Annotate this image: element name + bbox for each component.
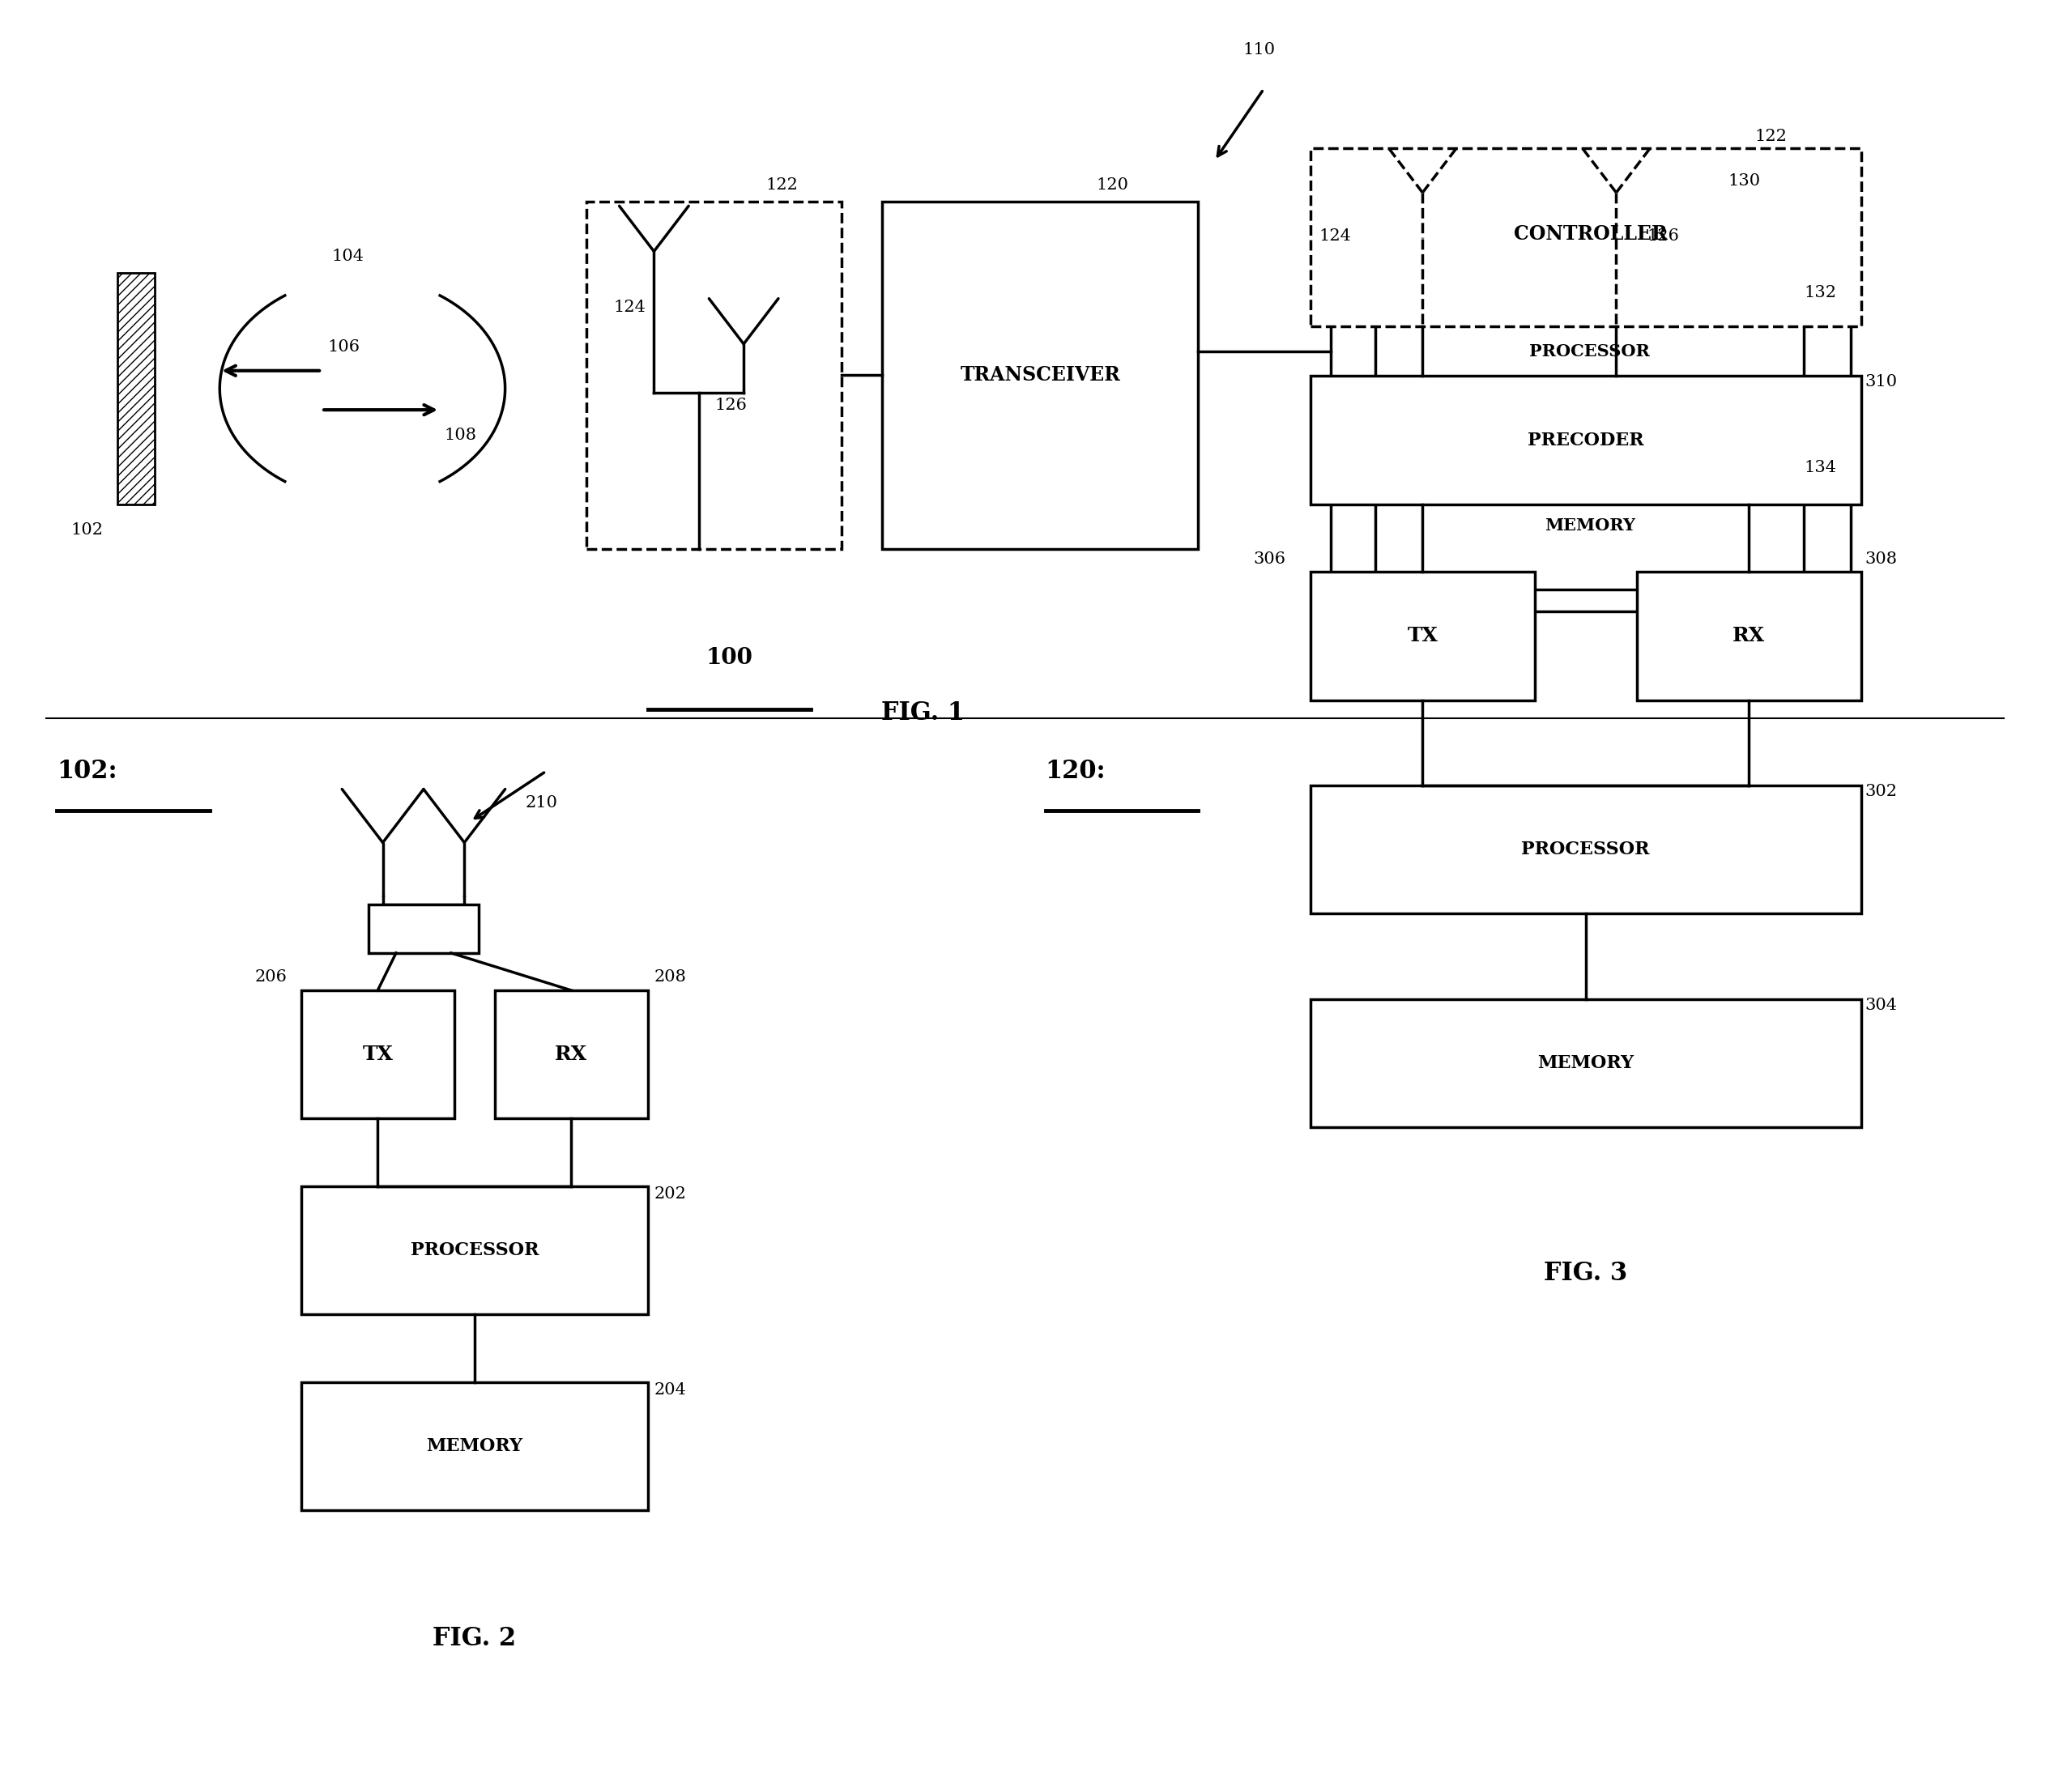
Text: PROCESSOR: PROCESSOR	[1529, 342, 1650, 358]
Text: 304: 304	[1866, 998, 1898, 1012]
Text: 306: 306	[1253, 552, 1285, 566]
Text: TRANSCEIVER: TRANSCEIVER	[959, 366, 1121, 385]
Text: 120:: 120:	[1046, 758, 1105, 783]
Bar	[1310, 1000, 1861, 1127]
Bar	[301, 1382, 648, 1511]
Text: 130: 130	[1728, 174, 1761, 188]
Bar	[494, 991, 648, 1118]
Text: RX: RX	[556, 1045, 588, 1064]
Text: 110: 110	[1242, 43, 1275, 57]
Bar	[1310, 785, 1861, 914]
Bar	[1310, 572, 1535, 701]
Text: MEMORY: MEMORY	[426, 1437, 523, 1455]
Bar	[301, 1186, 648, 1315]
Text: MEMORY: MEMORY	[1544, 518, 1636, 534]
Bar	[1330, 192, 1851, 611]
Text: 124: 124	[613, 299, 646, 315]
Text: 126: 126	[715, 398, 748, 412]
Text: 122: 122	[767, 177, 797, 192]
Text: 134: 134	[1804, 461, 1837, 475]
Bar	[117, 272, 154, 504]
Text: FIG. 1: FIG. 1	[881, 701, 966, 726]
Text: 302: 302	[1866, 783, 1898, 799]
Text: 202: 202	[654, 1186, 687, 1202]
Text: 102:: 102:	[57, 758, 117, 783]
Text: 106: 106	[328, 339, 361, 355]
Text: 124: 124	[1318, 228, 1351, 244]
Text: 122: 122	[1755, 129, 1788, 145]
Text: 102: 102	[72, 521, 102, 538]
Text: 132: 132	[1804, 285, 1837, 301]
Text: TX: TX	[363, 1045, 394, 1064]
Bar	[1376, 287, 1804, 416]
Text: PRECODER: PRECODER	[1527, 432, 1644, 450]
Text: TX: TX	[1406, 625, 1437, 645]
Bar	[1310, 376, 1861, 504]
Text: 308: 308	[1866, 552, 1898, 566]
Text: 204: 204	[654, 1382, 687, 1398]
Text: 120: 120	[1097, 177, 1130, 192]
Bar	[586, 201, 840, 548]
Bar	[1376, 462, 1804, 590]
Text: CONTROLLER: CONTROLLER	[1515, 224, 1667, 244]
Text: RX: RX	[1732, 625, 1765, 645]
Bar	[881, 201, 1199, 548]
Text: 104: 104	[332, 249, 365, 263]
Bar	[1636, 572, 1861, 701]
Text: 108: 108	[445, 428, 476, 443]
Text: FIG. 2: FIG. 2	[433, 1625, 517, 1650]
Text: 126: 126	[1646, 228, 1679, 244]
Text: 310: 310	[1866, 375, 1898, 389]
Text: 210: 210	[525, 796, 558, 810]
Text: 100: 100	[705, 647, 752, 668]
Bar	[369, 905, 478, 953]
Text: FIG. 3: FIG. 3	[1544, 1262, 1628, 1287]
Text: MEMORY: MEMORY	[1538, 1054, 1634, 1072]
Text: 206: 206	[254, 969, 287, 986]
Text: 208: 208	[654, 969, 687, 986]
Bar	[301, 991, 455, 1118]
Text: PROCESSOR: PROCESSOR	[410, 1242, 539, 1260]
Text: PROCESSOR: PROCESSOR	[1521, 840, 1650, 858]
Bar	[1310, 149, 1861, 326]
